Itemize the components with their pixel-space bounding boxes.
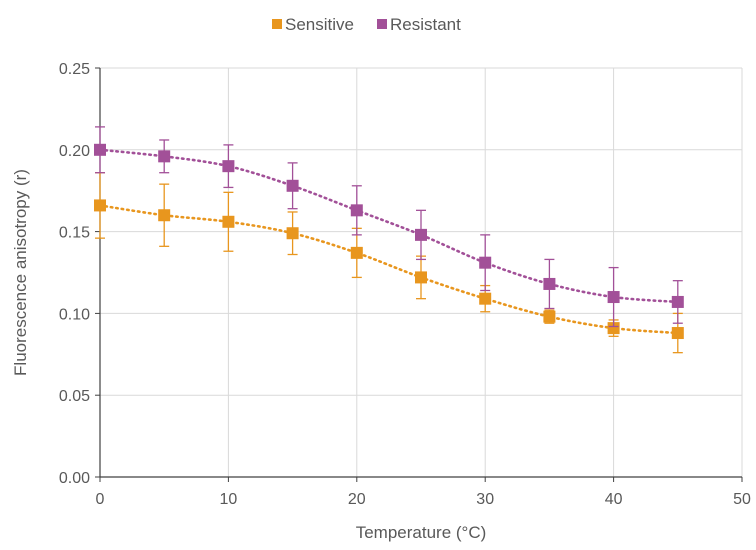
y-tick-label: 0.25	[59, 61, 90, 78]
series-sensitive	[94, 173, 684, 353]
y-tick-label: 0.05	[59, 388, 90, 405]
y-tick-label: 0.10	[59, 306, 90, 323]
y-tick-label: 0.20	[59, 143, 90, 160]
x-tick-label: 50	[733, 491, 751, 508]
series-resistant	[94, 127, 684, 327]
y-axis-ticks: 0.00 0.05 0.10 0.15 0.20 0.25	[59, 61, 100, 487]
data-point	[287, 180, 299, 192]
data-point	[222, 160, 234, 172]
data-point	[672, 327, 684, 339]
x-tick-label: 20	[348, 491, 366, 508]
x-axis-title: Temperature (°C)	[356, 523, 487, 542]
x-tick-label: 30	[476, 491, 494, 508]
data-point	[415, 229, 427, 241]
data-point	[94, 144, 106, 156]
data-point	[608, 291, 620, 303]
legend: Sensitive Resistant	[272, 15, 461, 34]
data-point	[479, 257, 491, 269]
legend-label: Sensitive	[285, 15, 354, 34]
data-point	[158, 150, 170, 162]
legend-item-sensitive: Sensitive	[272, 15, 354, 34]
data-point	[158, 209, 170, 221]
data-point	[351, 204, 363, 216]
data-point	[351, 247, 363, 259]
x-tick-label: 0	[96, 491, 105, 508]
data-point	[287, 227, 299, 239]
x-axis-ticks: 0 10 20 30 40 50	[96, 477, 751, 508]
y-tick-label: 0.15	[59, 225, 90, 242]
trendline	[100, 150, 678, 302]
legend-item-resistant: Resistant	[377, 15, 461, 34]
data-point	[222, 216, 234, 228]
x-tick-label: 40	[605, 491, 623, 508]
legend-swatch	[377, 19, 387, 29]
data-point	[543, 311, 555, 323]
legend-label: Resistant	[390, 15, 461, 34]
y-axis-title: Fluorescence anisotropy (r)	[11, 169, 30, 376]
y-tick-label: 0.00	[59, 470, 90, 487]
data-point	[479, 293, 491, 305]
data-point	[543, 278, 555, 290]
legend-swatch	[272, 19, 282, 29]
data-point	[672, 296, 684, 308]
series-layer	[94, 127, 684, 353]
data-point	[94, 199, 106, 211]
data-point	[415, 271, 427, 283]
x-tick-label: 10	[220, 491, 238, 508]
